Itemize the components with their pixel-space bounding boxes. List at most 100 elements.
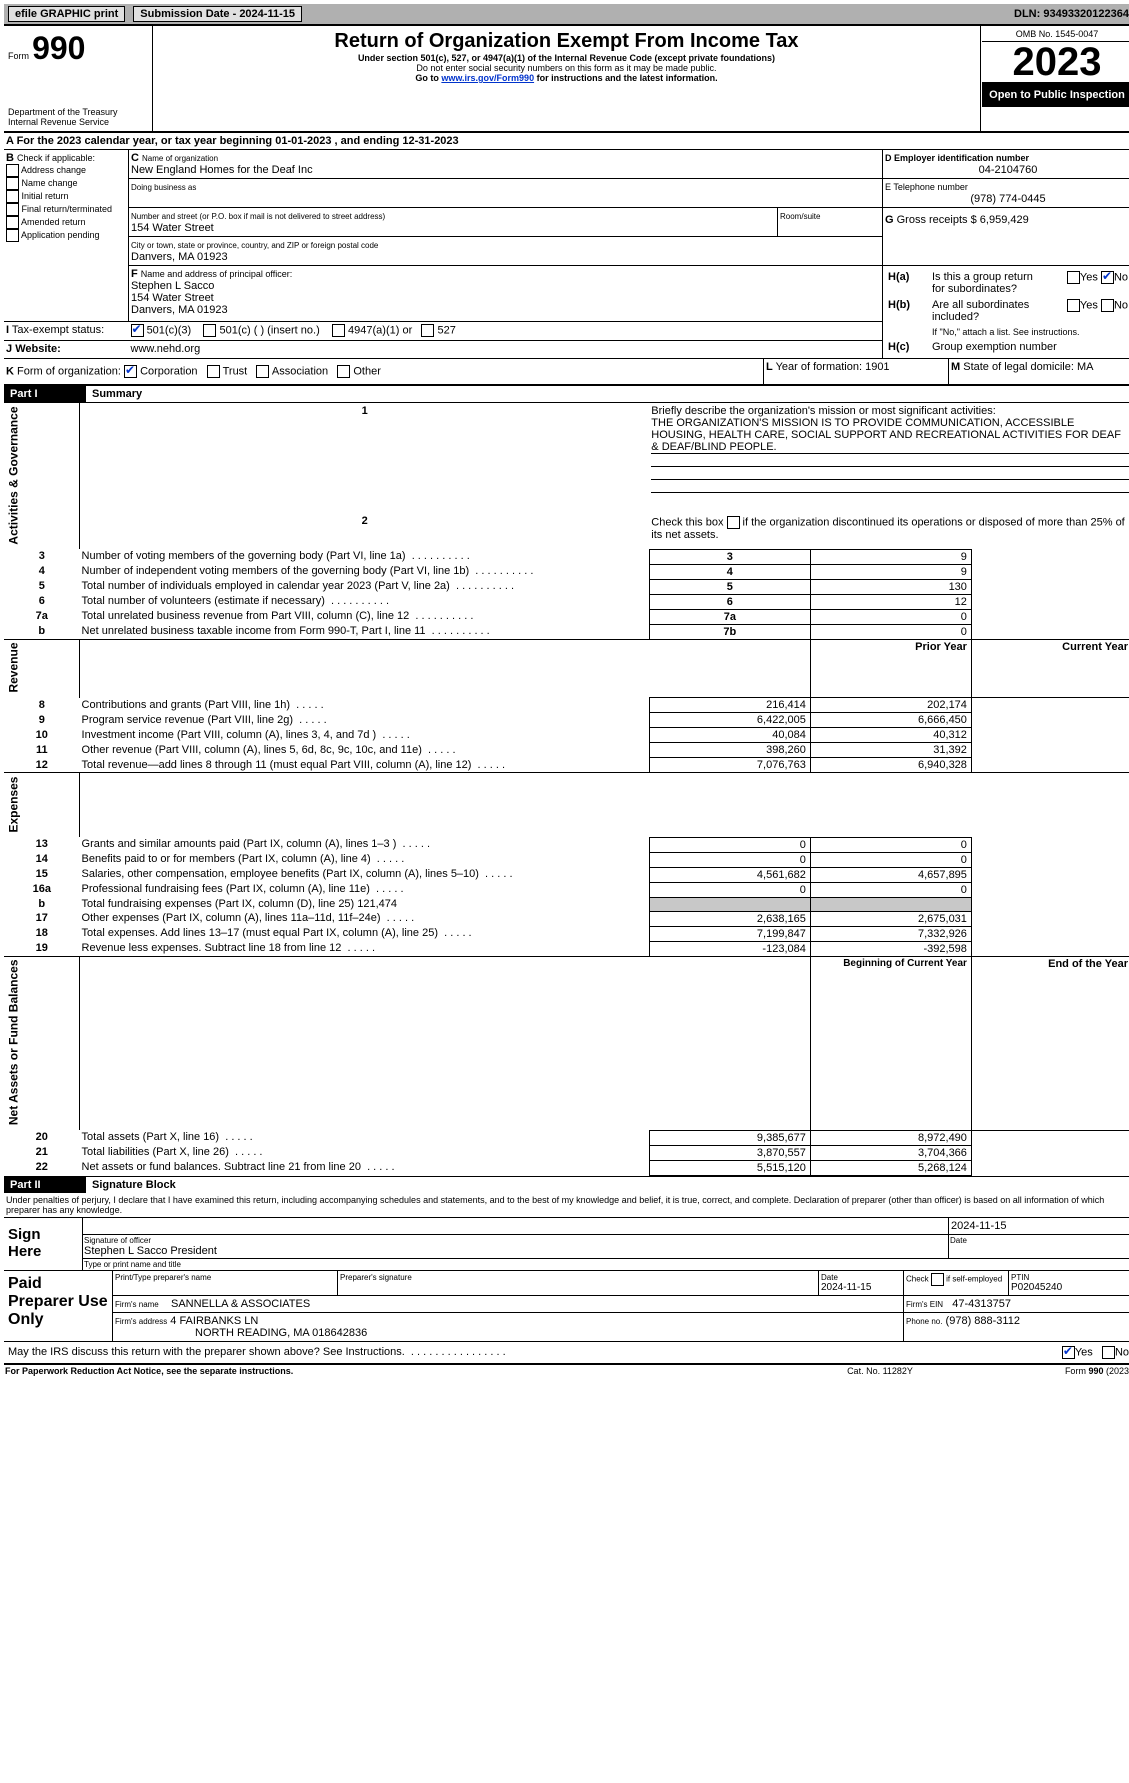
- side-ag: Activities & Governance: [4, 403, 80, 550]
- line-text: Investment income (Part VIII, column (A)…: [80, 728, 650, 743]
- discuss-yes-check[interactable]: [1062, 1346, 1075, 1359]
- i-501c3-check[interactable]: [131, 324, 144, 337]
- k-trust-check[interactable]: [207, 365, 220, 378]
- form-title: Return of Organization Exempt From Incom…: [157, 30, 976, 53]
- b-opt-1-check[interactable]: [6, 177, 19, 190]
- sign-here: Sign Here: [4, 1218, 83, 1270]
- form-note2: Go to www.irs.gov/Form990 for instructio…: [157, 73, 976, 83]
- col-begin: Beginning of Current Year: [810, 956, 971, 1130]
- l2-check[interactable]: [727, 516, 740, 529]
- part1-label: Part I: [4, 386, 86, 402]
- current-value: 8,972,490: [810, 1130, 971, 1145]
- mission-text: THE ORGANIZATION'S MISSION IS TO PROVIDE…: [651, 417, 1129, 454]
- line-text: Salaries, other compensation, employee b…: [80, 867, 650, 882]
- street-address: 154 Water Street: [131, 222, 214, 234]
- prior-value: 3,870,557: [649, 1145, 810, 1160]
- i-label: I: [6, 324, 9, 336]
- line-text: Total liabilities (Part X, line 26) . . …: [80, 1145, 650, 1160]
- b-option: Name change: [6, 177, 126, 190]
- sig-date: 2024-11-15: [949, 1218, 1129, 1235]
- sig-name: Stephen L Sacco President: [84, 1245, 217, 1257]
- part2-title: Signature Block: [86, 1176, 1129, 1193]
- line-text: Total fundraising expenses (Part IX, col…: [80, 897, 650, 911]
- line-num: 17: [4, 911, 80, 926]
- officer-name: Stephen L Sacco: [131, 280, 214, 292]
- b-opt-0-check[interactable]: [6, 164, 19, 177]
- i-opt1: 501(c)(3): [147, 324, 192, 336]
- line-num: b: [4, 624, 80, 639]
- b-opt-5-check[interactable]: [6, 229, 19, 242]
- line-num: 3: [4, 549, 80, 564]
- current-value: 202,174: [810, 698, 971, 713]
- pra-notice: For Paperwork Reduction Act Notice, see …: [4, 1365, 779, 1377]
- prior-value: 0: [649, 882, 810, 897]
- form-number: 990: [32, 30, 85, 66]
- line-box: 3: [649, 549, 810, 564]
- i-501c-check[interactable]: [203, 324, 216, 337]
- line-num: 15: [4, 867, 80, 882]
- current-value: 0: [810, 852, 971, 867]
- line-text: Net unrelated business taxable income fr…: [80, 624, 650, 639]
- ptin-label: PTIN: [1011, 1273, 1029, 1282]
- prior-value: 398,260: [649, 743, 810, 758]
- b-option: Application pending: [6, 229, 126, 242]
- line-num: b: [4, 897, 80, 911]
- line-text: Total unrelated business revenue from Pa…: [80, 609, 650, 624]
- submission-button[interactable]: Submission Date - 2024-11-15: [133, 6, 302, 22]
- k-assoc-check[interactable]: [256, 365, 269, 378]
- part1-header: Part I Summary: [4, 386, 1129, 402]
- line-value: 130: [810, 579, 971, 594]
- firm-phone: (978) 888-3112: [946, 1315, 1020, 1327]
- efile-button[interactable]: efile GRAPHIC print: [8, 6, 125, 22]
- pdate: 2024-11-15: [821, 1282, 871, 1293]
- part1-title: Summary: [86, 386, 1129, 402]
- pname-label: Print/Type preparer's name: [113, 1270, 338, 1295]
- b-opt-2-check[interactable]: [6, 190, 19, 203]
- hb-no-check[interactable]: [1101, 299, 1114, 312]
- part1-body: Activities & Governance 1 Briefly descri…: [4, 402, 1129, 1176]
- b-opt-3-check[interactable]: [6, 203, 19, 216]
- line-num: 12: [4, 758, 80, 773]
- current-value: 5,268,124: [810, 1160, 971, 1175]
- dln-value: 93493320122364: [1043, 8, 1129, 20]
- a-end: 12-31-2023: [402, 135, 458, 147]
- irs-link[interactable]: www.irs.gov/Form990: [441, 73, 534, 83]
- firm-phone-label: Phone no.: [906, 1317, 942, 1326]
- current-value: 3,704,366: [810, 1145, 971, 1160]
- b-option: Amended return: [6, 216, 126, 229]
- hb-label: H(b): [887, 298, 929, 324]
- i-4947-check[interactable]: [332, 324, 345, 337]
- l2-n: 2: [80, 514, 650, 549]
- b-label: B: [6, 152, 14, 164]
- i-opt3: 4947(a)(1) or: [348, 324, 412, 336]
- k-other-check[interactable]: [337, 365, 350, 378]
- ha-text: Is this a group return for subordinates?: [931, 270, 1035, 296]
- line-num: 14: [4, 852, 80, 867]
- gross-receipts: 6,959,429: [980, 214, 1029, 226]
- line-text: Other revenue (Part VIII, column (A), li…: [80, 743, 650, 758]
- ha-yes-check[interactable]: [1067, 271, 1080, 284]
- current-value: 2,675,031: [810, 911, 971, 926]
- line-box: 7a: [649, 609, 810, 624]
- b-option: Final return/terminated: [6, 203, 126, 216]
- line-value: 9: [810, 549, 971, 564]
- discuss-no-check[interactable]: [1102, 1346, 1115, 1359]
- a-begin: 01-01-2023: [275, 135, 331, 147]
- b-opt-4-check[interactable]: [6, 216, 19, 229]
- prior-value: -123,084: [649, 941, 810, 956]
- ha-no-check[interactable]: [1101, 271, 1114, 284]
- k-corp-check[interactable]: [124, 365, 137, 378]
- line-text: Net assets or fund balances. Subtract li…: [80, 1160, 650, 1175]
- i-527-check[interactable]: [421, 324, 434, 337]
- line-text: Total number of volunteers (estimate if …: [80, 594, 650, 609]
- a-prefix: A For the 2023 calendar year, or tax yea…: [6, 135, 275, 147]
- current-value: [810, 897, 971, 911]
- self-emp-check[interactable]: [931, 1273, 944, 1286]
- line-text: Number of independent voting members of …: [80, 564, 650, 579]
- hb-yes-check[interactable]: [1067, 299, 1080, 312]
- current-value: 40,312: [810, 728, 971, 743]
- line-num: 13: [4, 837, 80, 852]
- psig-label: Preparer's signature: [338, 1270, 819, 1295]
- line-box: 7b: [649, 624, 810, 639]
- prior-value: 5,515,120: [649, 1160, 810, 1175]
